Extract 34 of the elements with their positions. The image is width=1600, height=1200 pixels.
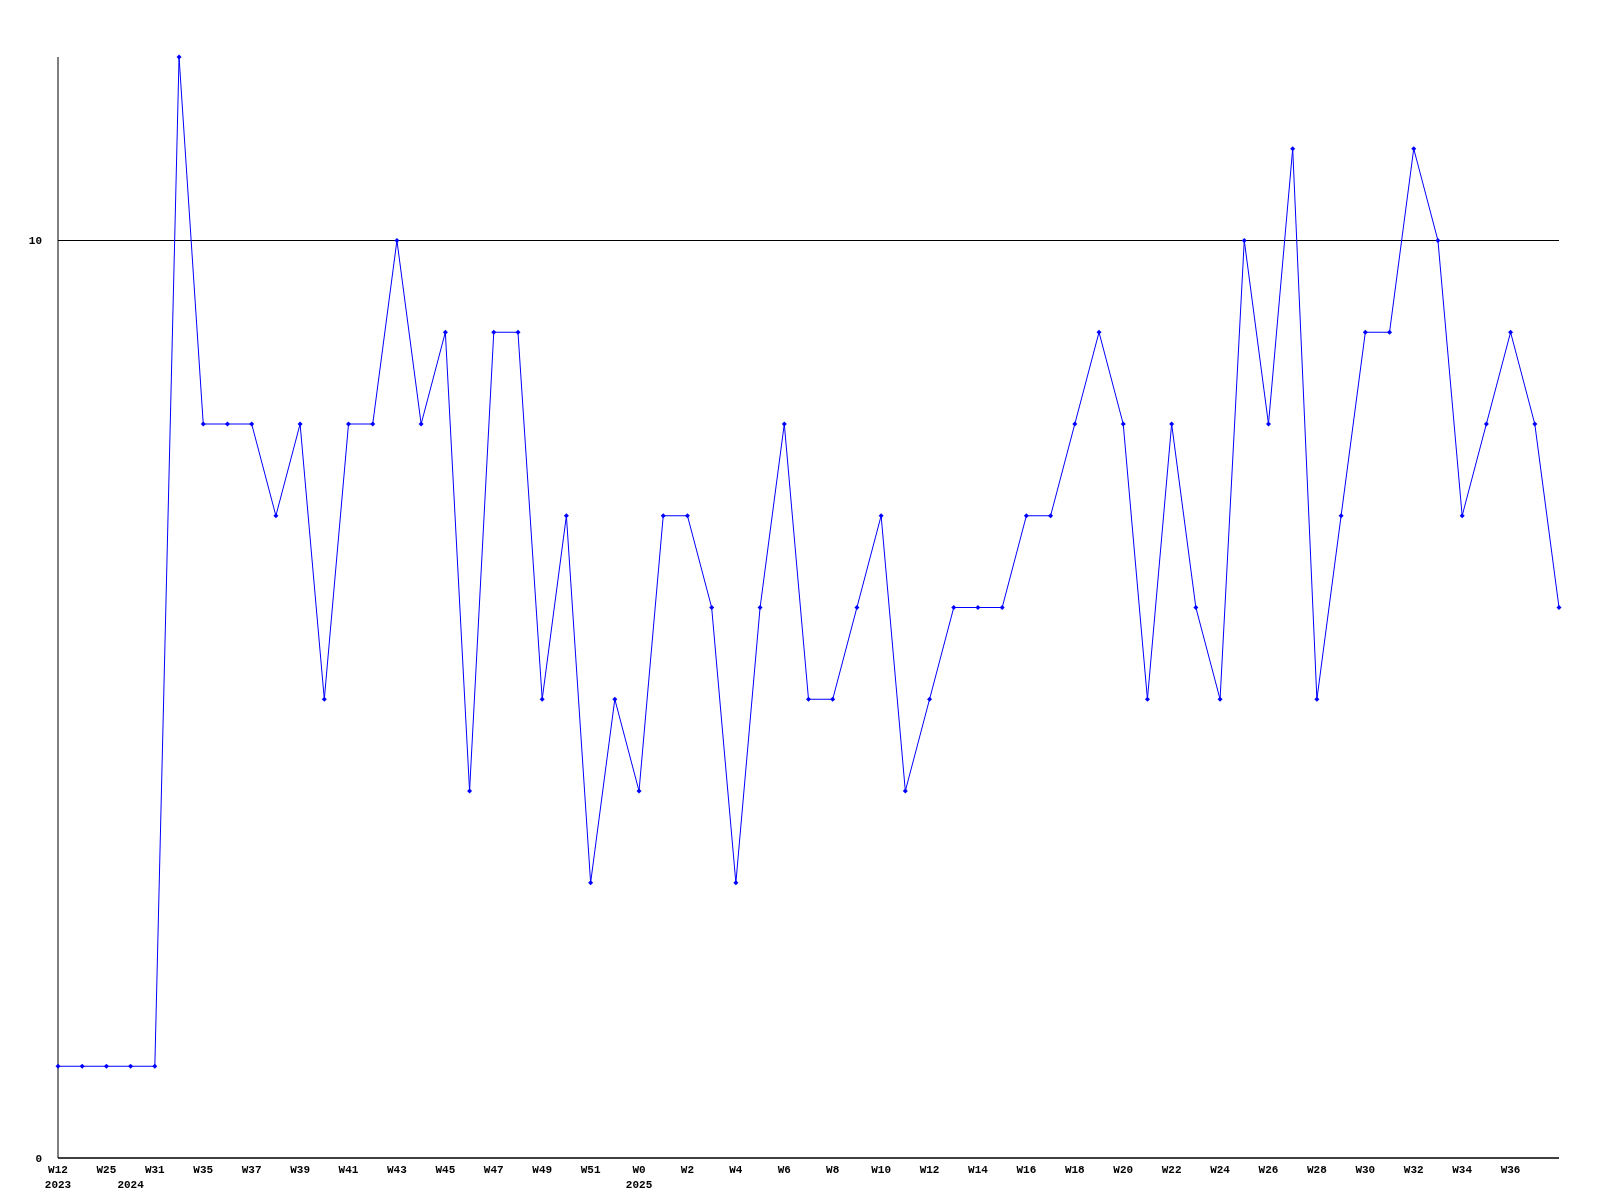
x-tick-label: W6 bbox=[777, 1164, 791, 1176]
x-tick-label: W41 bbox=[338, 1164, 359, 1176]
x-tick-label: W49 bbox=[532, 1164, 553, 1176]
x-tick-label: W37 bbox=[241, 1164, 262, 1176]
x-tick-label: W30 bbox=[1355, 1164, 1376, 1176]
x-tick-label: W28 bbox=[1307, 1164, 1328, 1176]
y-tick-label: 0 bbox=[35, 1152, 42, 1165]
x-tick-label: W24 bbox=[1210, 1164, 1231, 1176]
x-tick-label: W0 2025 bbox=[625, 1164, 653, 1191]
y-tick-label: 10 bbox=[28, 235, 42, 248]
x-tick-label: W22 bbox=[1161, 1164, 1182, 1176]
x-tick-label: W31 bbox=[144, 1164, 166, 1176]
x-tick-label: W26 bbox=[1258, 1164, 1279, 1176]
x-tick-label: W45 bbox=[435, 1164, 456, 1176]
x-tick-label: W12 bbox=[919, 1164, 940, 1176]
x-tick-label: W47 bbox=[483, 1164, 504, 1176]
x-tick-label: W34 bbox=[1452, 1164, 1473, 1176]
x-tick-label: W8 bbox=[826, 1164, 840, 1176]
x-tick-label: 2024 bbox=[117, 1179, 145, 1191]
x-tick-label: W14 bbox=[968, 1164, 989, 1176]
x-tick-label: W12 2023 bbox=[44, 1164, 72, 1191]
x-tick-label: W4 bbox=[729, 1164, 743, 1176]
x-tick-label: W18 bbox=[1064, 1164, 1086, 1176]
x-tick-label: W36 bbox=[1500, 1164, 1521, 1176]
x-tick-label: W51 bbox=[580, 1164, 601, 1176]
x-tick-label: W35 bbox=[193, 1164, 214, 1176]
x-tick-label: W32 bbox=[1403, 1164, 1424, 1176]
x-tick-label: W43 bbox=[387, 1164, 408, 1176]
x-tick-label: W20 bbox=[1113, 1164, 1134, 1176]
x-tick-label: W10 bbox=[871, 1164, 892, 1176]
x-tick-label: W25 bbox=[96, 1164, 117, 1176]
x-tick-label: W16 bbox=[1016, 1164, 1037, 1176]
x-tick-label: W2 bbox=[680, 1164, 695, 1176]
x-tick-label: W39 bbox=[290, 1164, 310, 1176]
